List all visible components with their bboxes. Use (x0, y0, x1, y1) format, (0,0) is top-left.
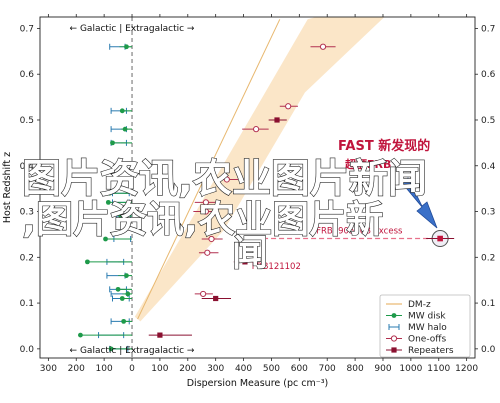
y-tick-label-right: 0.7 (481, 24, 495, 34)
y-tick-label-right: 0.6 (481, 70, 496, 80)
x-tick-label: 1200 (455, 364, 478, 374)
x-tick-label: 200 (68, 364, 85, 374)
dm-z-band (134, 17, 385, 322)
legend-marker-disk (391, 313, 397, 318)
mw-disk-point (119, 108, 125, 114)
plot-frame (39, 16, 476, 359)
mw-disk-point (110, 140, 115, 146)
legend-marker-oneoff (390, 335, 398, 342)
y-tick-label: 0.3 (20, 208, 34, 218)
x-tick-label: 600 (291, 364, 308, 374)
mw-disk-point (118, 213, 124, 219)
frb190520b-point (437, 235, 443, 242)
watermark-line-2: ,图片资讯,农业图片新 (22, 198, 383, 241)
mw-disk-point (103, 236, 108, 242)
axes: 300 200 100 0 100 200 300 400 500 600 700 800 900 100… (2, 14, 496, 389)
one-off-point (200, 290, 207, 298)
legend-label: Repeaters (408, 346, 454, 356)
repeater-point (242, 259, 248, 265)
x-tick-label: 400 (235, 364, 252, 374)
x-axis-title: Dispersion Measure (pc cm⁻³) (187, 378, 329, 389)
watermark-line-3: 闻 (232, 233, 268, 274)
fast-label-2: 超额FRB (344, 157, 391, 171)
y-tick-label-right: 0.3 (481, 208, 495, 218)
x-tick-label: 0 (129, 364, 135, 374)
repeater-point (213, 295, 219, 302)
x-tick-label: 300 (40, 364, 57, 374)
x-tick-label: 500 (263, 364, 280, 374)
mw-disk-point (125, 291, 131, 297)
one-off-point (223, 176, 230, 183)
one-off-point (208, 235, 215, 243)
mw-disk-point (124, 44, 129, 50)
y-tick-label: 0.2 (20, 253, 34, 263)
legend-label: MW disk (408, 312, 446, 322)
mw-disk-point (119, 296, 125, 301)
annotations: ← Galactic | Extragalactic → ← Galactic |… (70, 24, 438, 356)
one-off-point (202, 208, 210, 215)
y-tick-label: 0.6 (20, 70, 35, 80)
y-tick-label-right: 0.2 (481, 253, 495, 263)
mw-disk-point (108, 346, 114, 352)
one-off-point (319, 43, 327, 50)
one-off-point (285, 103, 292, 110)
callout-arrow (401, 177, 438, 229)
one-off-point (253, 126, 260, 133)
bottom-galactic-annotation: ← Galactic | Extragalactic → (70, 346, 195, 356)
y-tick-label-right: 0.5 (481, 116, 495, 126)
y-tick-label: 0.1 (20, 299, 34, 309)
repeater-point (157, 332, 163, 338)
legend-marker-repeater (391, 347, 397, 353)
x-tick-label: 900 (374, 364, 391, 374)
dm-z-mean-line (137, 19, 281, 320)
y-tick-label-right: 0.1 (481, 299, 495, 309)
mw-disk-point (78, 332, 83, 338)
legend-label: One-offs (408, 335, 446, 345)
mw-disk-point (105, 199, 111, 205)
x-tick-label: 1100 (427, 364, 450, 374)
y-tick-label: 0.7 (20, 24, 34, 34)
x-tick-label: 700 (319, 364, 336, 374)
dm-z-band-fill (134, 17, 385, 322)
y-axis-title: Host Redshift z (2, 152, 13, 223)
x-tick-label: 1000 (399, 364, 422, 374)
x-tick-label: 100 (96, 364, 113, 374)
fast-label: FAST 新发现的 (338, 138, 430, 154)
repeater-point (274, 117, 280, 123)
mw-disk-point (107, 190, 113, 196)
y-tick-label: 0.0 (20, 345, 35, 355)
y-tick-label: 0.4 (20, 162, 35, 172)
one-off-point (202, 199, 210, 206)
top-galactic-annotation: ← Galactic | Extragalactic → (70, 24, 195, 34)
one-off-point (204, 249, 211, 256)
mw-disk-point (121, 318, 127, 324)
legend-label: DM-z (408, 300, 431, 310)
mw-disk-point (124, 273, 129, 279)
mw-disk-point (122, 126, 128, 132)
frb190520b-label: FRB190520B excess (316, 227, 403, 237)
x-tick-label: 300 (207, 364, 224, 374)
mw-disk-point (115, 286, 121, 292)
watermark-overlay: 图片资讯,农业图片新闻,图片资讯,农业图片新闻 (21, 156, 427, 274)
mw-disk-point (85, 259, 90, 265)
x-tick-label: 200 (179, 364, 196, 374)
legend-box (379, 294, 471, 358)
x-tick-label: 800 (347, 364, 364, 374)
data-points (78, 43, 455, 352)
x-tick-label: 100 (151, 364, 168, 374)
legend-label: MW halo (408, 323, 447, 333)
y-tick-label-right: 0.4 (481, 162, 496, 172)
frb121102-label: FRB121102 (252, 262, 301, 272)
y-tick-label-right: 0.0 (481, 345, 496, 355)
watermark-line-1: 图片资讯,农业图片新闻 (22, 157, 427, 202)
y-tick-label: 0.5 (20, 116, 34, 126)
